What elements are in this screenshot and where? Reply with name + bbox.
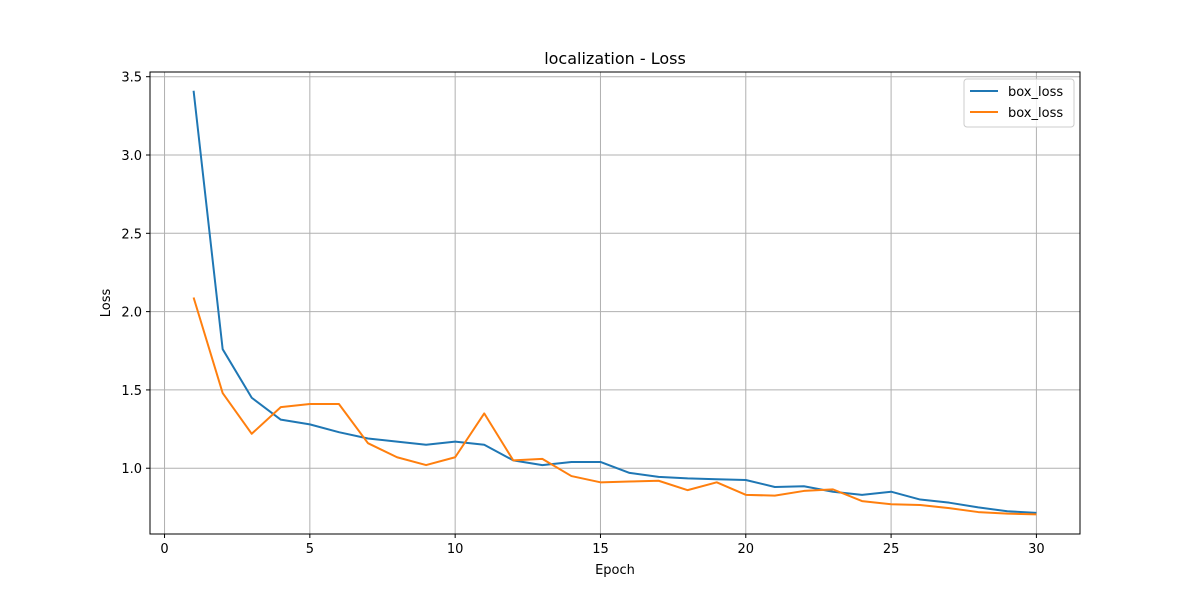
x-tick-label: 30: [1028, 542, 1045, 557]
axis-ticks: 0 5 10 15 20 25 30 1.0 1.5 2.0 2.5 3.0 3.5: [121, 71, 1044, 557]
series-lines: [192, 90, 1037, 516]
y-tick-label: 2.5: [121, 227, 142, 242]
grid: [150, 72, 1080, 534]
series-line-2: [192, 297, 1037, 516]
y-tick-label: 2.0: [121, 306, 142, 321]
series-line-1: [192, 90, 1037, 514]
legend-label-2: box_loss: [1008, 106, 1063, 121]
y-tick-label: 1.5: [121, 384, 142, 399]
y-axis-label: Loss: [99, 289, 114, 318]
x-tick-label: 25: [883, 542, 900, 557]
legend: box_loss box_loss: [963, 78, 1075, 128]
legend-label-1: box_loss: [1008, 85, 1063, 100]
x-tick-label: 0: [160, 542, 168, 557]
y-tick-label: 3.0: [121, 149, 142, 164]
x-tick-label: 20: [738, 542, 755, 557]
y-tick-label: 1.0: [121, 462, 142, 477]
x-axis-label: Epoch: [595, 563, 635, 578]
x-tick-label: 5: [306, 542, 314, 557]
plot-frame: [149, 71, 1081, 535]
x-tick-label: 15: [592, 542, 609, 557]
chart-title: localization - Loss: [544, 49, 686, 68]
x-tick-label: 10: [447, 542, 464, 557]
y-tick-label: 3.5: [121, 71, 142, 86]
